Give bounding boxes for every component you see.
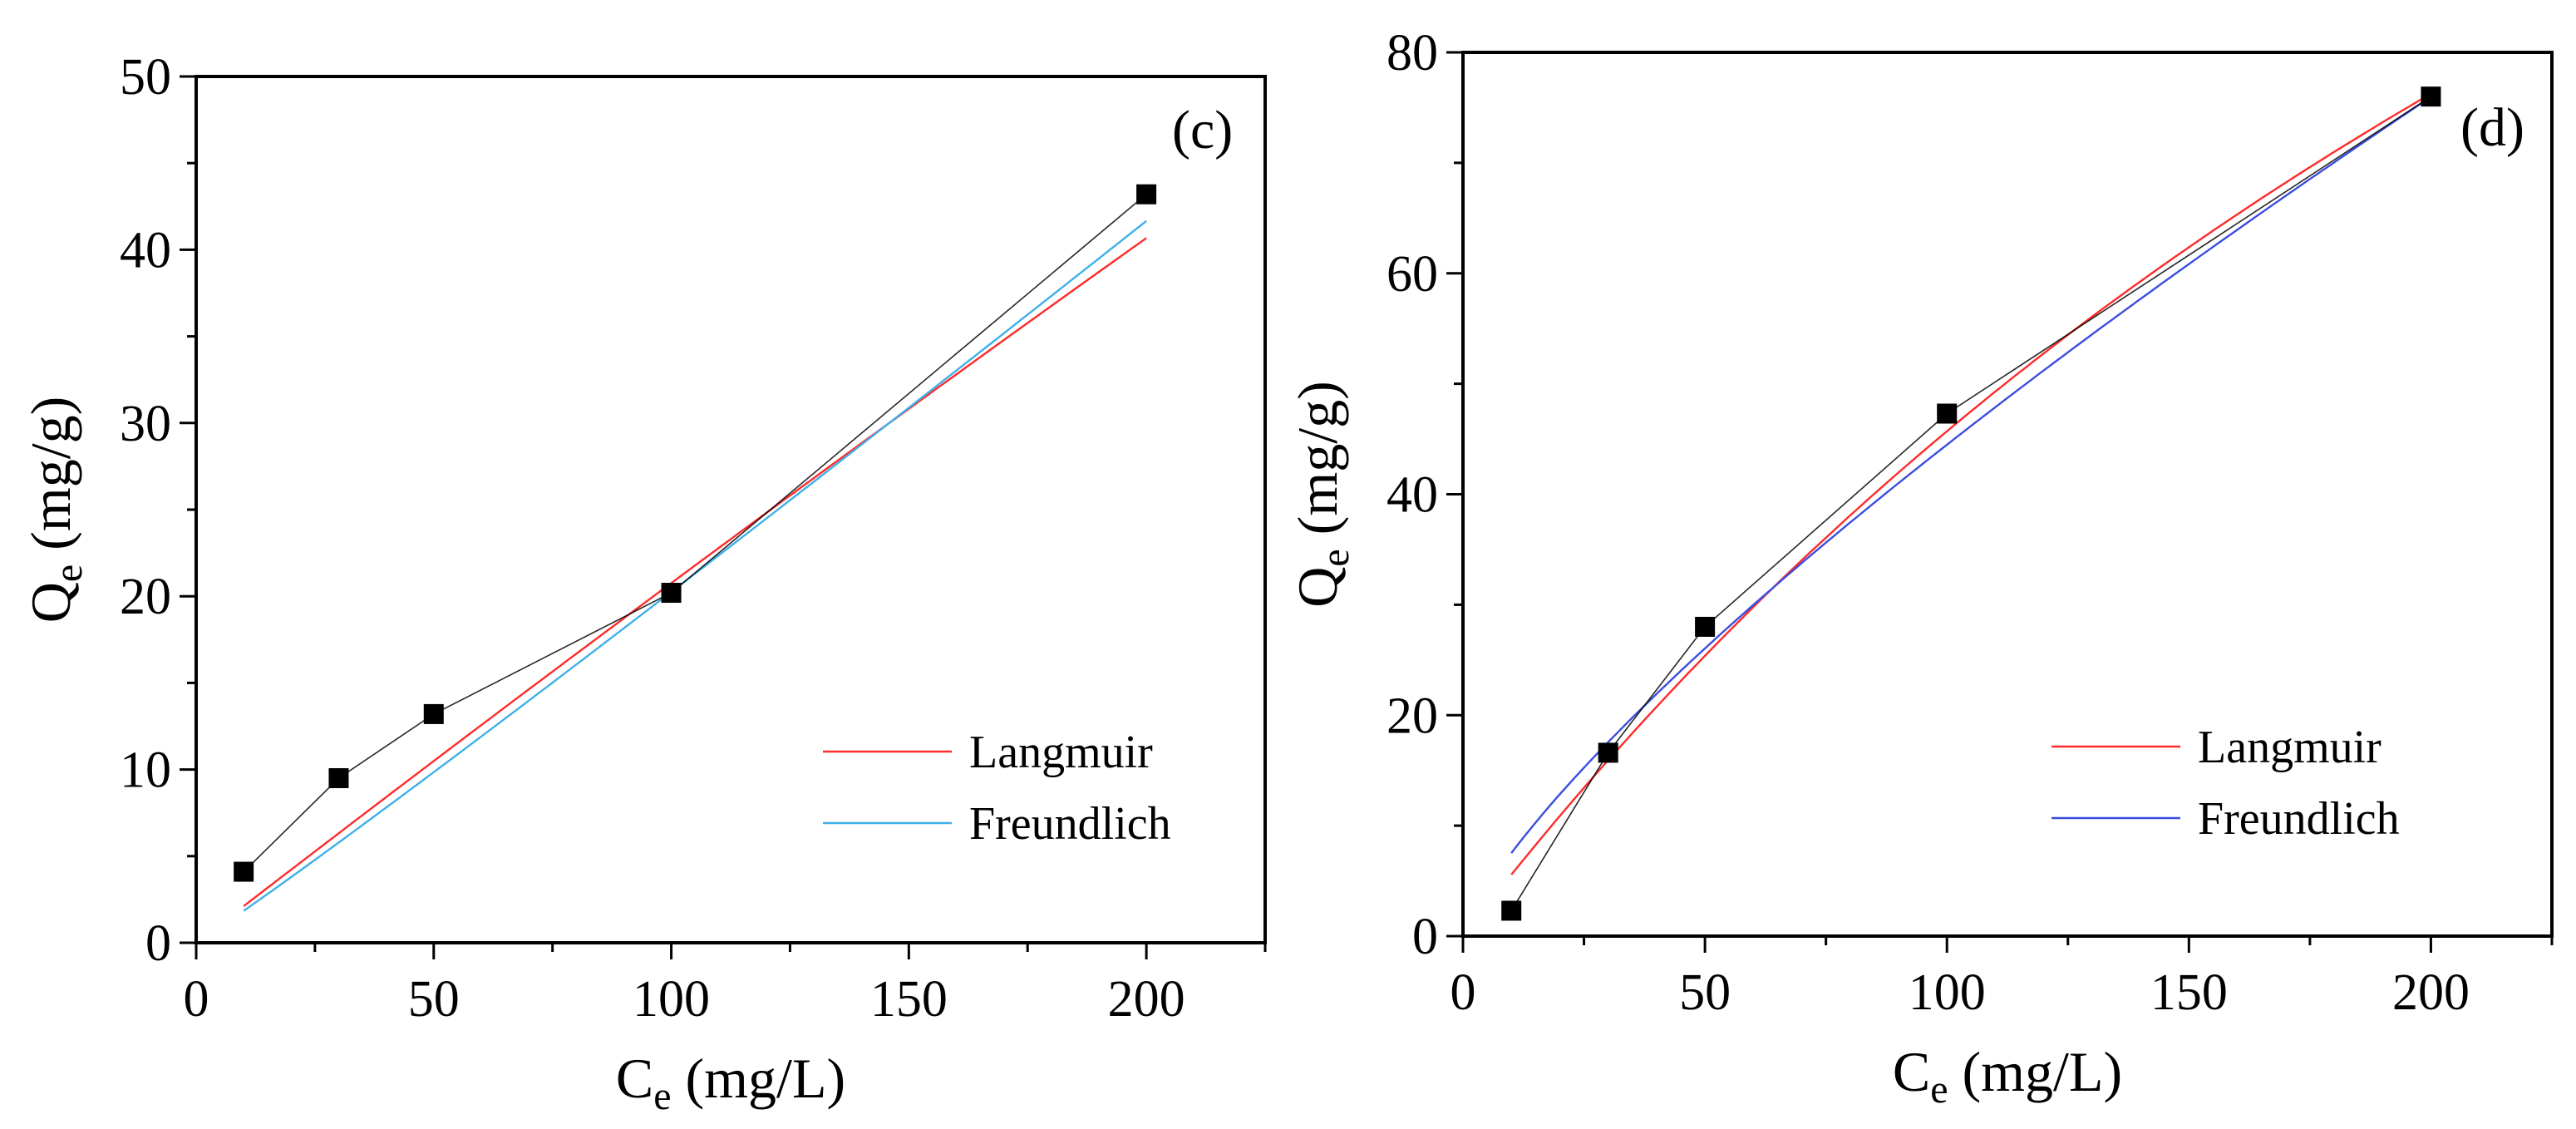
panel-label: (d) <box>2460 97 2524 158</box>
y-tick-label: 20 <box>1387 688 1438 744</box>
x-tick-label: 0 <box>184 971 209 1028</box>
data-point <box>234 861 254 882</box>
legend-label-freundlich: Freundlich <box>2198 793 2400 845</box>
data-point <box>423 703 444 724</box>
legend: Langmuir Freundlich <box>2051 722 2400 845</box>
x-axis-title: Ce (mg/L) <box>1893 1040 2122 1112</box>
x-tick-label: 100 <box>1909 964 1986 1021</box>
x-tick-label: 100 <box>633 971 710 1028</box>
legend-label-langmuir: Langmuir <box>2198 722 2381 773</box>
x-axis-title: Ce (mg/L) <box>616 1047 845 1118</box>
x-tick-label: 200 <box>1108 971 1185 1028</box>
y-tick-label: 30 <box>120 396 171 452</box>
y-tick-label: 0 <box>145 915 171 972</box>
data-point <box>1695 616 1716 637</box>
x-tick-label: 150 <box>2150 964 2228 1021</box>
plot-area <box>234 184 1157 912</box>
data-point <box>2421 86 2441 107</box>
curve-langmuir <box>243 237 1147 907</box>
panel-d: 0 50 100 150 200 0 20 40 60 80 Ce (mg/L) Qe (mg/g) (… <box>1286 25 2554 1112</box>
y-axis-title: Qe (mg/g) <box>1286 381 1357 608</box>
y-tick-label: 40 <box>120 222 171 279</box>
data-point <box>661 583 682 604</box>
legend-label-freundlich: Freundlich <box>969 798 1171 850</box>
data-point <box>1501 900 1522 921</box>
y-tick-label: 50 <box>120 49 171 106</box>
y-tick-label: 20 <box>120 569 171 625</box>
x-tick-label: 50 <box>1679 964 1731 1021</box>
data-point <box>328 768 349 789</box>
y-tick-label: 60 <box>1387 246 1438 303</box>
panel-label: (c) <box>1172 100 1233 160</box>
data-point <box>1598 742 1618 763</box>
y-tick-label: 10 <box>120 742 171 799</box>
data-line <box>1510 96 2431 911</box>
data-point <box>1136 184 1157 205</box>
curve-freundlich <box>1510 96 2432 854</box>
legend: Langmuir Freundlich <box>823 727 1171 850</box>
y-tick-label: 0 <box>1412 909 1438 965</box>
legend-label-langmuir: Langmuir <box>969 727 1153 778</box>
x-tick-label: 0 <box>1451 964 1476 1021</box>
curve-langmuir <box>1510 92 2432 875</box>
y-tick-label: 80 <box>1387 25 1438 81</box>
plot-area <box>1501 86 2441 921</box>
x-tick-label: 150 <box>870 971 948 1028</box>
data-point <box>1937 403 1958 424</box>
x-tick-label: 200 <box>2392 964 2470 1021</box>
y-axis-title: Qe (mg/g) <box>19 397 91 624</box>
y-tick-label: 40 <box>1387 467 1438 524</box>
x-tick-label: 50 <box>408 971 460 1028</box>
panel-c: 0 50 100 150 200 0 10 20 30 40 50 Ce (mg/L) Qe (mg/g… <box>19 49 1267 1118</box>
